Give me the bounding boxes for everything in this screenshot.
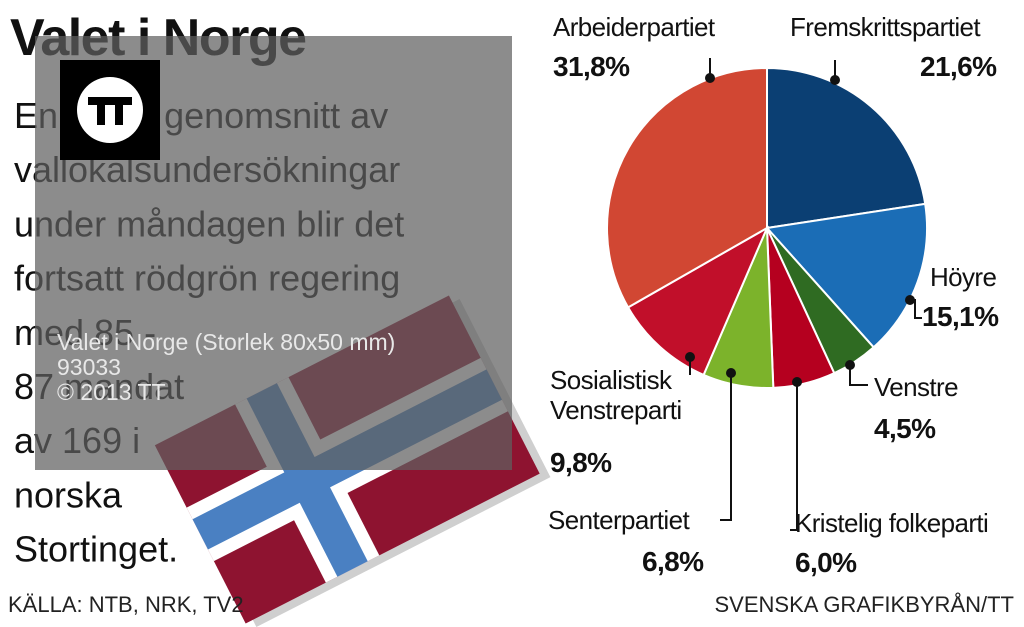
slice-value-label: 21,6% (920, 51, 997, 82)
slice-label: Sosialistisk Venstreparti (550, 365, 682, 425)
slice-value-label: 9,8% (550, 447, 612, 478)
watermark-copyright: © 2013 TT (57, 379, 166, 405)
slice-label: Arbeiderpartiet (553, 12, 715, 42)
slice-label: Fremskrittspartiet (790, 12, 981, 42)
slice-value-label: 4,5% (874, 413, 936, 444)
pie-slice (766, 66, 927, 230)
pie-slice (606, 66, 768, 309)
watermark-caption: Valet i Norge (Storlek 80x50 mm) (57, 329, 396, 355)
body-line: norska (14, 474, 123, 515)
pie-slice (765, 202, 928, 349)
slice-label: Venstre (874, 372, 959, 402)
watermark-text: Valet i Norge (Storlek 80x50 mm) 93033 ©… (57, 330, 457, 405)
slice-label: Höyre (930, 262, 997, 292)
leader-line (849, 365, 868, 386)
source: KÄLLA: NTB, NRK, TV2 (8, 592, 244, 617)
leader-line (720, 373, 732, 521)
watermark-id: 93033 (57, 354, 121, 380)
slice-label: Senterpartiet (548, 505, 690, 535)
leader-line (910, 299, 922, 319)
leader-line (790, 382, 798, 531)
slice-value-label: 15,1% (922, 301, 999, 332)
tt-logo (60, 60, 160, 160)
slice-value-label: 31,8% (553, 51, 630, 82)
slice-label: Kristelig folkeparti (795, 508, 989, 538)
slice-value-label: 6,0% (795, 547, 857, 578)
pie-slice (626, 225, 770, 377)
body-line: Stortinget. (14, 529, 178, 570)
credit: SVENSKA GRAFIKBYRÅN/TT (714, 592, 1014, 617)
slice-value-label: 6,8% (642, 546, 704, 577)
